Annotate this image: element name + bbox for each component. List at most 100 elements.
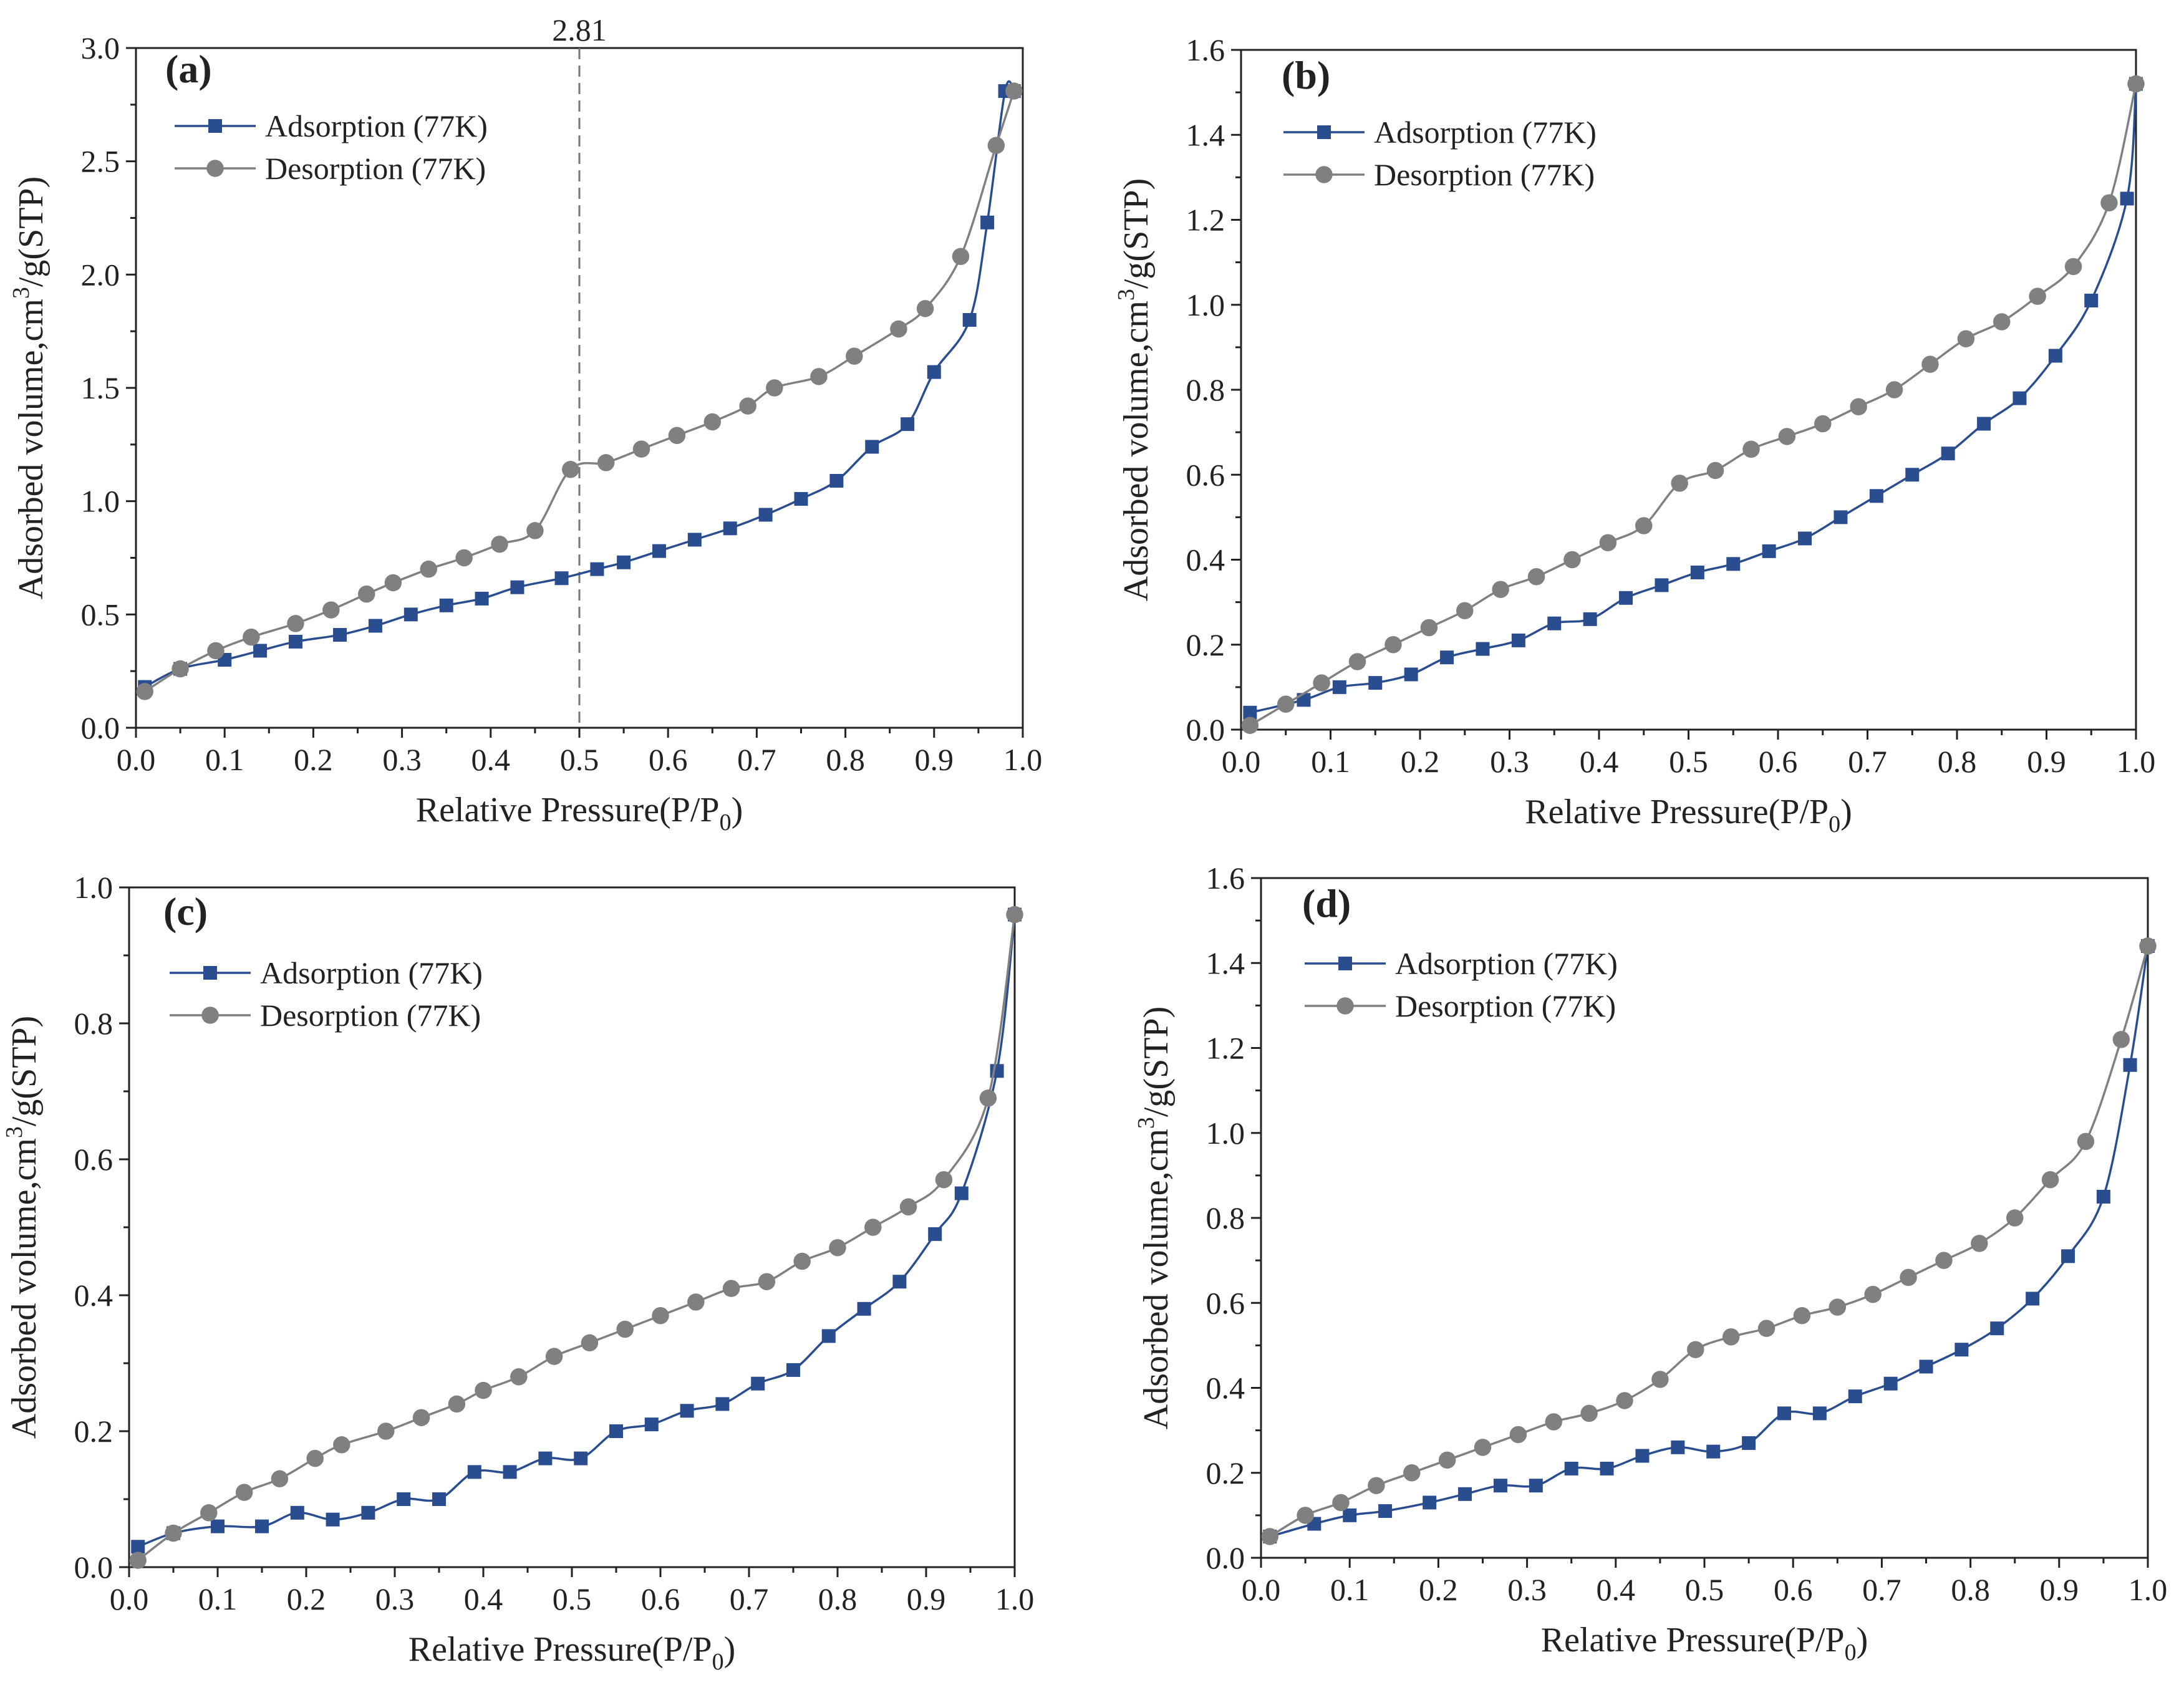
panel-a-desorption-point	[172, 660, 189, 678]
panel-a-reference-label: 2.81	[552, 12, 607, 47]
panel-c-adsorption-point	[538, 1451, 553, 1465]
panel-b: (b) 0.0 0.1 0.2 0.3 0.4 0.5 0.6 0.7 0.8 0.9 1.0 0.0…	[1113, 32, 2155, 838]
panel-d-desorption-point	[2139, 937, 2157, 955]
panel-c-desorption-point	[864, 1219, 882, 1236]
panel-d-desorption-point	[1368, 1477, 1385, 1494]
panel-d-desorption-point	[1971, 1235, 1988, 1252]
panel-d: (d) 0.0 0.1 0.2 0.3 0.4 0.5 0.6 0.7 0.8 0.9 1.0 0.0…	[1133, 861, 2167, 1666]
panel-d-desorption-point	[1616, 1392, 1633, 1409]
panel-d-desorption-point	[2112, 1031, 2130, 1048]
panel-c-adsorption-point	[786, 1363, 800, 1377]
panel-b-desorption-point	[1313, 674, 1330, 692]
panel-d-adsorption-point	[1883, 1376, 1898, 1391]
panel-d-x-tick-label: 0.8	[1951, 1572, 1990, 1607]
panel-b-desorption-point	[1384, 636, 1402, 654]
panel-c-adsorption-point	[954, 1186, 969, 1200]
panel-c-desorption-point	[200, 1504, 218, 1522]
panel-a-adsorption-point	[652, 544, 666, 558]
panel-a-desorption-point	[562, 461, 579, 478]
panel-d-y-tick-label: 0.8	[1206, 1200, 1245, 1235]
panel-a-x-tick-label: 1.0	[1003, 742, 1043, 777]
panel-d-y-tick-label: 0.2	[1206, 1456, 1245, 1490]
panel-c-desorption-point	[475, 1381, 492, 1399]
panel-c-legend: Adsorption (77K) Desorption (77K)	[170, 955, 483, 1033]
panel-c-adsorption-point	[751, 1376, 765, 1391]
panel-a-adsorption-point	[865, 440, 879, 454]
panel-d-desorption-point	[1332, 1494, 1350, 1512]
panel-c-adsorption-point	[131, 1540, 145, 1554]
panel-c-adsorption-point	[361, 1505, 375, 1520]
panel-b-desorption-point	[2029, 287, 2046, 305]
panel-c-desorption-point	[979, 1089, 997, 1107]
panel-c-x-tick-label: 0.9	[907, 1581, 946, 1616]
panel-b-x-tick-label: 0.2	[1401, 744, 1440, 779]
panel-d-desorption-point	[1545, 1413, 1563, 1431]
panel-c-adsorption-point	[326, 1512, 340, 1527]
panel-a-desorption-point	[987, 137, 1005, 154]
panel-d-adsorption-point	[1990, 1321, 2004, 1336]
panel-b-adsorption-point	[1619, 591, 1633, 605]
panel-a-legend: Adsorption (77K) Desorption (77K)	[175, 109, 488, 186]
panel-a-adsorption-point	[617, 555, 631, 569]
panel-b-adsorption-point	[1726, 557, 1741, 571]
panel-c-desorption-point	[935, 1171, 953, 1189]
panel-c-adsorption-point	[892, 1275, 907, 1289]
panel-c-adsorption-point	[397, 1492, 411, 1506]
panel-a-desorption-point	[322, 601, 340, 619]
panel-d-y-tick-label: 0.0	[1206, 1540, 1245, 1575]
panel-b-legend-desorption-marker	[1315, 166, 1333, 183]
panel-c-desorption-point	[412, 1409, 430, 1426]
panel-d-adsorption-point	[1529, 1479, 1543, 1493]
panel-c-x-tick-label: 0.1	[198, 1581, 238, 1616]
panel-b-desorption-point	[1850, 398, 1867, 415]
panel-b-desorption-point	[1742, 440, 1760, 458]
panel-b-adsorption-point	[1511, 633, 1525, 647]
panel-a-desorption-point	[703, 413, 722, 431]
panel-a-x-tick-label: 0.9	[915, 742, 954, 777]
panel-d-y-axis-title: Adsorbed volume,cm3/g(STP)	[1133, 1007, 1176, 1429]
panel-c-adsorption-point	[290, 1505, 304, 1520]
panel-a-x-tick-label: 0.5	[560, 742, 599, 777]
panel-b-adsorption-point	[2012, 391, 2027, 405]
panel-a-desorption-point	[384, 574, 402, 592]
panel-c-x-tick-label: 0.6	[641, 1581, 680, 1616]
panel-a-y-tick-label: 1.0	[81, 484, 120, 519]
panel-a-desorption-point	[455, 549, 473, 567]
panel-d-desorption-point	[1687, 1341, 1704, 1358]
panel-b-adsorption-point	[2084, 293, 2099, 307]
panel-c-desorption-point	[271, 1470, 289, 1488]
panel-d-desorption-point	[1438, 1451, 1456, 1469]
panel-b-x-tick-label: 0.0	[1222, 744, 1261, 779]
panel-a-desorption-point	[597, 454, 615, 471]
panel-a-adsorption-point	[439, 598, 453, 612]
panel-d-y-tick-label: 1.2	[1206, 1031, 1245, 1066]
panel-c-desorption-point	[687, 1293, 705, 1311]
panel-d-adsorption-point	[2096, 1189, 2110, 1204]
panel-d-adsorption-point	[1635, 1449, 1650, 1463]
panel-a-adsorption-point	[333, 628, 347, 642]
panel-d-adsorption-point	[1742, 1436, 1756, 1451]
panel-b-desorption-point	[1527, 568, 1545, 586]
panel-a: (a) 0.0 0.1 0.2 0.3 0.4 0.5 0.6 0.7 0.8 0.9 1.0 0.0…	[8, 12, 1042, 836]
panel-a-adsorption-point	[723, 521, 737, 536]
panel-d-legend-desorption-label: Desorption (77K)	[1395, 988, 1616, 1023]
panel-d-legend-adsorption-marker	[1338, 957, 1352, 970]
panel-d-legend-desorption-marker	[1336, 997, 1354, 1015]
panel-c-y-tick-label: 0.6	[74, 1142, 114, 1177]
panel-c-adsorption-point	[255, 1519, 269, 1533]
panel-b-y-tick-label: 1.4	[1186, 117, 1225, 152]
panel-d-adsorption-point	[1458, 1487, 1472, 1501]
panel-a-desorption-point	[420, 560, 438, 578]
panel-d-desorption-point	[1900, 1268, 1917, 1287]
panel-a-desorption-point	[632, 440, 650, 458]
panel-a-adsorption-point	[980, 215, 995, 229]
panel-a-legend-adsorption-marker	[208, 119, 222, 133]
panel-b-adsorption-point	[1905, 468, 1920, 482]
panel-a-x-axis-title: Relative Pressure(P/P0)	[416, 791, 743, 836]
panel-c-adsorption-point	[503, 1465, 517, 1479]
panel-b-desorption-point	[1921, 355, 1939, 373]
panel-b-y-tick-label: 0.6	[1186, 457, 1225, 492]
panel-c-x-tick-label: 0.5	[553, 1581, 592, 1616]
panel-a-desorption-point	[1005, 82, 1023, 100]
panel-d-desorption-point	[1651, 1371, 1669, 1388]
